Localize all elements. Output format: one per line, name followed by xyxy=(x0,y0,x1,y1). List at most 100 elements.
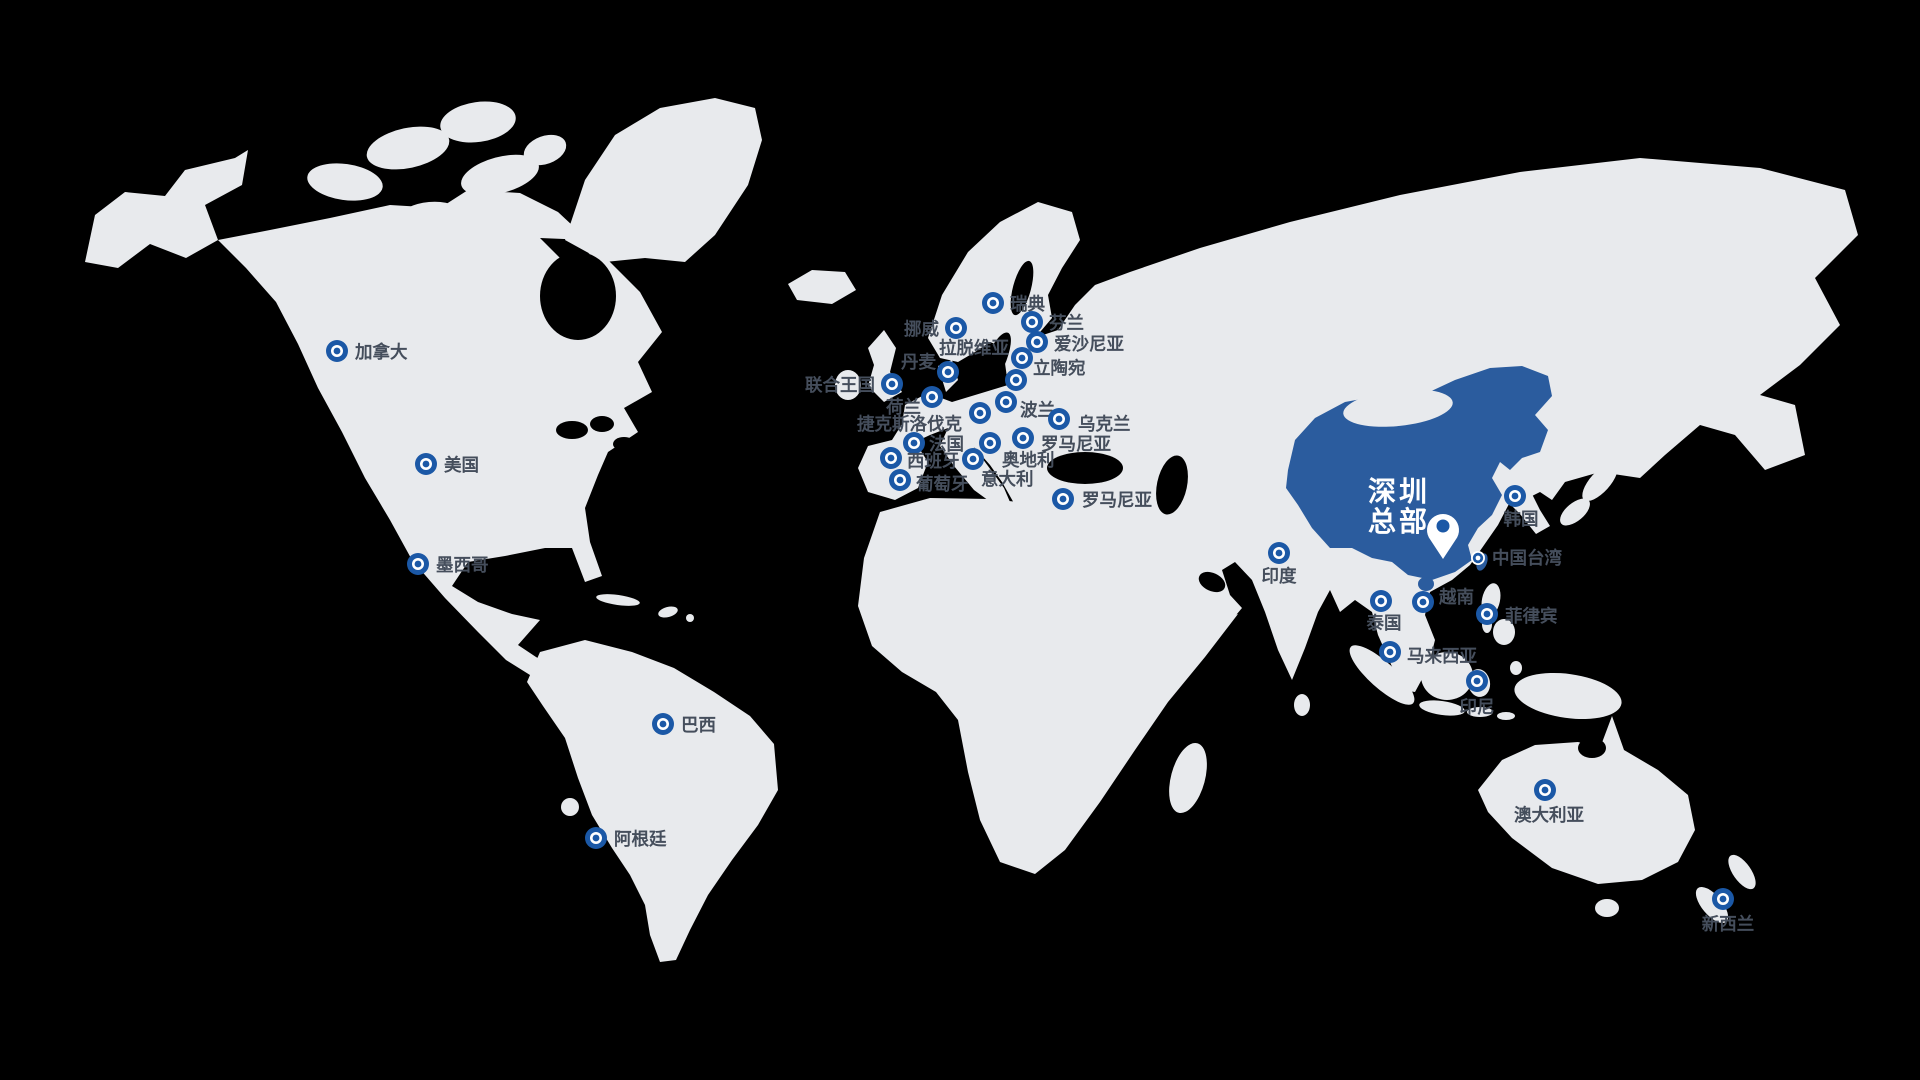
marker-dot-icon xyxy=(952,324,960,332)
label-taiwan-china: 中国台湾 xyxy=(1492,548,1562,568)
landmass-halmahera xyxy=(1510,661,1522,675)
label-malaysia: 马来西亚 xyxy=(1407,646,1477,666)
marker-dot-icon xyxy=(1419,598,1427,606)
marker-dot-icon xyxy=(1719,895,1727,903)
label-czechoslovakia: 捷克斯洛伐克 xyxy=(857,414,962,434)
continents xyxy=(85,98,1858,962)
landmass-caribbean xyxy=(658,606,678,618)
landmass-arctic-islands xyxy=(461,154,539,196)
marker-dot-icon xyxy=(1377,597,1385,605)
landmass-new-zealand-north xyxy=(1728,854,1756,890)
label-netherlands: 荷兰 xyxy=(885,397,921,417)
marker-usa xyxy=(415,453,437,475)
marker-spain xyxy=(880,447,902,469)
marker-romania-north xyxy=(1012,427,1034,449)
marker-thailand xyxy=(1370,590,1392,612)
label-india: 印度 xyxy=(1262,566,1297,586)
marker-latvia xyxy=(1011,347,1033,369)
label-italy: 意大利 xyxy=(981,469,1034,489)
label-romania-north: 罗马尼亚 xyxy=(1041,434,1111,454)
label-france: 法国 xyxy=(929,434,964,454)
landmass-sri-lanka xyxy=(1294,694,1310,716)
marker-new-zealand xyxy=(1712,888,1734,910)
label-philippines: 菲律宾 xyxy=(1505,606,1558,626)
marker-denmark xyxy=(937,361,959,383)
marker-czechoslovakia xyxy=(969,402,991,424)
baltic-sea xyxy=(979,332,1011,392)
landmass-borneo xyxy=(1421,652,1473,700)
landmass-sicily xyxy=(974,506,996,518)
marker-sweden xyxy=(982,292,1004,314)
landmass-arctic-islands xyxy=(523,134,567,166)
landmass-mongolia xyxy=(1343,389,1453,427)
marker-dot-icon xyxy=(333,347,341,355)
marker-finland xyxy=(1021,311,1043,333)
label-brazil: 巴西 xyxy=(681,715,716,735)
landmass-greenland xyxy=(565,98,762,262)
marker-dot-icon xyxy=(592,834,600,842)
marker-ukraine xyxy=(1048,408,1070,430)
label-austria: 奥地利 xyxy=(1002,450,1055,470)
marker-malaysia xyxy=(1379,641,1401,663)
marker-argentina xyxy=(585,827,607,849)
landmass-sumatra xyxy=(1349,645,1415,705)
landmass-hainan xyxy=(1418,577,1434,591)
marker-dot-icon xyxy=(1511,492,1519,500)
landmass-caribbean xyxy=(686,614,694,622)
marker-dot-icon xyxy=(1055,415,1063,423)
label-australia: 澳大利亚 xyxy=(1514,805,1584,825)
landmass-new-zealand-south xyxy=(1695,886,1729,924)
marker-brazil xyxy=(652,713,674,735)
label-new-zealand: 新西兰 xyxy=(1702,914,1755,934)
marker-dot-icon xyxy=(976,409,984,417)
great-lakes xyxy=(556,421,588,439)
gulf-of-carpentaria xyxy=(1578,738,1606,758)
label-vietnam: 越南 xyxy=(1438,587,1474,607)
landmass-arctic-islands xyxy=(400,201,460,229)
landmass-philippines xyxy=(1493,619,1515,645)
marker-dot-icon xyxy=(1386,648,1394,656)
label-mexico: 墨西哥 xyxy=(436,555,489,575)
landmass-lesser-sunda xyxy=(1497,712,1515,720)
label-korea: 韩国 xyxy=(1504,509,1539,529)
marker-dot-icon xyxy=(659,720,667,728)
marker-poland xyxy=(995,391,1017,413)
landmass-falklands xyxy=(561,798,579,816)
marker-dot-icon xyxy=(1018,354,1026,362)
caspian-sea xyxy=(1156,455,1188,515)
landmass-arctic-islands xyxy=(366,126,450,170)
label-thailand: 泰国 xyxy=(1366,613,1402,633)
marker-dot-icon xyxy=(1002,398,1010,406)
landmass-iceland xyxy=(788,270,856,304)
marker-dot-icon xyxy=(1028,318,1036,326)
label-argentina: 阿根廷 xyxy=(614,829,667,849)
headquarters-group: 深圳 总部 xyxy=(1368,476,1459,559)
marker-australia xyxy=(1534,779,1556,801)
marker-vietnam xyxy=(1412,591,1434,613)
marker-dot-icon xyxy=(944,368,952,376)
marker-dot-icon xyxy=(422,460,430,468)
marker-dot-icon xyxy=(1483,610,1491,618)
label-estonia: 爱沙尼亚 xyxy=(1054,334,1124,354)
landmass-tasmania xyxy=(1595,899,1619,917)
landmass-south-america xyxy=(527,640,778,962)
marker-netherlands xyxy=(921,386,943,408)
label-norway: 挪威 xyxy=(904,319,939,339)
marker-dot-icon xyxy=(910,439,918,447)
marker-dot-icon xyxy=(888,380,896,388)
label-denmark: 丹麦 xyxy=(901,352,936,372)
hq-pin-icon xyxy=(1427,514,1459,559)
marker-france xyxy=(903,432,925,454)
persian-gulf xyxy=(1198,571,1226,593)
label-poland: 波兰 xyxy=(1020,400,1055,420)
landmass-new-guinea xyxy=(1514,672,1622,720)
label-sweden: 瑞典 xyxy=(1010,294,1045,314)
landmass-caribbean xyxy=(596,594,640,606)
marker-italy xyxy=(962,448,984,470)
label-finland: 芬兰 xyxy=(1048,313,1084,333)
landmass-madagascar xyxy=(1169,742,1207,814)
landmass-australia xyxy=(1478,716,1695,884)
